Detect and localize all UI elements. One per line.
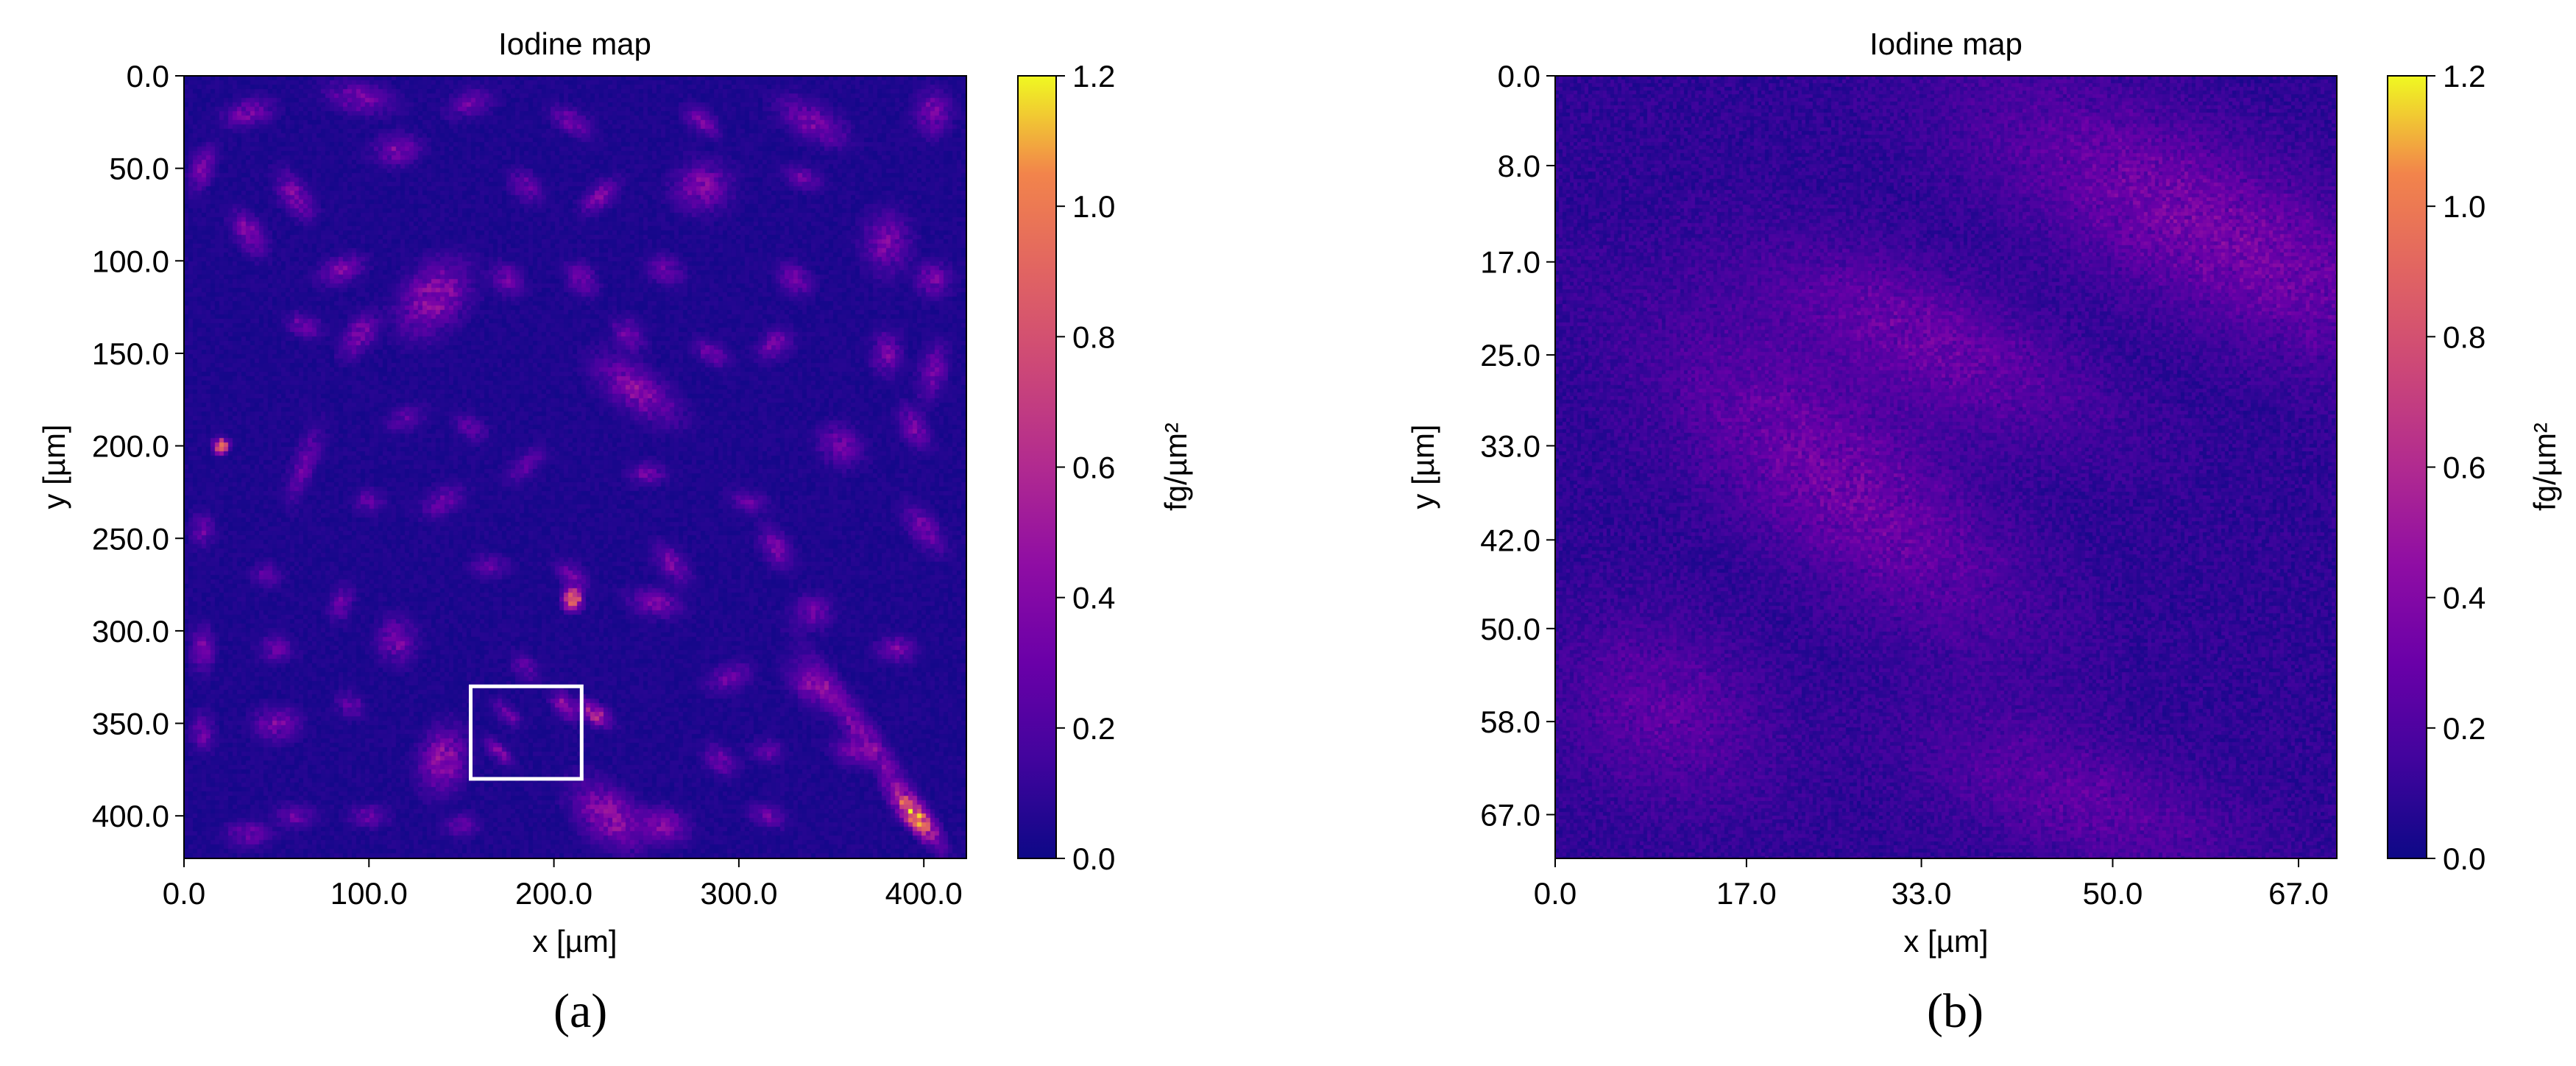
panel-b-x-tick-label: 0.0 xyxy=(1534,876,1577,911)
panel-b-colorbar-tick-label: 0.4 xyxy=(2443,581,2485,615)
panel-a-zoom-box xyxy=(469,684,584,781)
panel-b-y-tick-label: 58.0 xyxy=(1480,705,1540,739)
panel-b-heatmap-canvas-holder xyxy=(1555,76,2337,858)
panel-a-y-axis: 0.0 50.0 100.0 150.0 200.0 250.0 300.0 350.0 400… xyxy=(92,59,184,833)
panel-a-x-tick-label: 100.0 xyxy=(330,876,408,911)
panel-b-colorbar-tick-label: 0.8 xyxy=(2443,320,2485,354)
panel-b-x-tick-label: 17.0 xyxy=(1716,876,1777,911)
panel-b-y-tick-label: 0.0 xyxy=(1498,59,1540,93)
panel-a-y-tick-label: 350.0 xyxy=(92,707,169,741)
panel-b-colorbar-tick-label: 1.2 xyxy=(2443,59,2485,93)
panel-b-x-tick-label: 33.0 xyxy=(1892,876,1952,911)
panel-b-colorbar-label: fg/µm² xyxy=(2527,423,2562,511)
panel-a-x-tick-label: 400.0 xyxy=(885,876,963,911)
panel-a-colorbar-tick-label: 0.4 xyxy=(1072,581,1115,615)
panel-a-title: Iodine map xyxy=(498,27,651,61)
panel-a-colorbar-tick-label: 0.0 xyxy=(1072,841,1115,876)
panel-b-heatmap-image xyxy=(1555,76,2337,858)
panel-a-colorbar-tick-label: 0.6 xyxy=(1072,451,1115,485)
panel-a-y-tick-label: 50.0 xyxy=(109,152,169,186)
panel-b-y-tick-label: 50.0 xyxy=(1480,612,1540,646)
panel-a-x-tick-label: 200.0 xyxy=(515,876,592,911)
panel-b-title: Iodine map xyxy=(1869,27,2023,61)
panel-a-y-tick-label: 400.0 xyxy=(92,799,169,833)
panel-b-y-label: y [µm] xyxy=(1406,424,1440,509)
panel-b-x-label: x [µm] xyxy=(1903,924,1988,959)
panel-b-plot-frame xyxy=(1554,75,2338,859)
panel-a-x-axis: 0.0 100.0 200.0 300.0 400.0 xyxy=(163,858,963,911)
panel-a-colorbar: 0.0 0.2 0.4 0.6 0.8 1.0 1.2 fg/µm² xyxy=(1017,59,1193,876)
panel-a: Iodine map 0.0 100.0 200.0 300.0 400.0 0.0 50… xyxy=(37,27,1193,959)
panel-b-y-tick-label: 67.0 xyxy=(1480,798,1540,833)
panel-b-y-tick-label: 33.0 xyxy=(1480,429,1540,464)
panel-a-heatmap xyxy=(183,75,967,859)
panel-b-y-tick-label: 8.0 xyxy=(1498,149,1540,183)
panel-b-x-tick-label: 50.0 xyxy=(2083,876,2143,911)
panel-b-colorbar: 0.0 0.2 0.4 0.6 0.8 1.0 1.2 fg/µm² xyxy=(2387,59,2562,876)
panel-a-y-tick-label: 100.0 xyxy=(92,244,169,278)
panel-a-colorbar-tick-label: 1.0 xyxy=(1072,189,1115,224)
panel-a-x-tick-label: 300.0 xyxy=(700,876,777,911)
panel-a-y-tick-label: 200.0 xyxy=(92,429,169,464)
panel-b-colorbar-tick-label: 0.2 xyxy=(2443,711,2485,746)
panel-b-x-axis: 0.0 17.0 33.0 50.0 67.0 xyxy=(1534,858,2329,911)
panel-b-heatmap xyxy=(1554,75,2338,859)
panel-b-colorbar-tick-label: 1.0 xyxy=(2443,189,2485,224)
panel-a-y-tick-label: 250.0 xyxy=(92,521,169,556)
panel-a-x-tick-label: 0.0 xyxy=(163,876,205,911)
panel-b-colorbar-gradient xyxy=(2387,75,2427,859)
panel-a-y-tick-label: 0.0 xyxy=(127,59,169,93)
panel-a-colorbar-ticks: 0.0 0.2 0.4 0.6 0.8 1.0 1.2 xyxy=(1056,59,1115,876)
panel-a-label: (a) xyxy=(553,984,608,1038)
panel-b-y-tick-label: 42.0 xyxy=(1480,523,1540,557)
panel-b-y-tick-label: 17.0 xyxy=(1480,245,1540,280)
panel-a-colorbar-tick-label: 0.2 xyxy=(1072,711,1115,746)
panel-b-x-tick-label: 67.0 xyxy=(2268,876,2329,911)
panel-b-colorbar-tick-label: 0.6 xyxy=(2443,451,2485,485)
panel-b: Iodine map 0.0 17.0 33.0 50.0 67.0 0.0 8.0 17.… xyxy=(1406,27,2562,959)
panel-a-colorbar-label: fg/µm² xyxy=(1158,423,1193,511)
panel-a-x-label: x [µm] xyxy=(532,924,617,959)
panel-b-y-axis: 0.0 8.0 17.0 25.0 33.0 42.0 50.0 58.0 67.0 xyxy=(1480,59,1555,833)
panel-a-colorbar-gradient xyxy=(1017,75,1057,859)
panel-a-heatmap-image xyxy=(184,76,966,858)
panel-a-colorbar-tick-label: 0.8 xyxy=(1072,320,1115,354)
panel-a-y-tick-label: 150.0 xyxy=(92,336,169,371)
panel-b-y-tick-label: 25.0 xyxy=(1480,338,1540,373)
panel-a-colorbar-tick-label: 1.2 xyxy=(1072,59,1115,93)
panel-a-y-tick-label: 300.0 xyxy=(92,614,169,649)
panel-a-plot-frame xyxy=(183,75,967,859)
panel-b-colorbar-tick-label: 0.0 xyxy=(2443,841,2485,876)
panel-a-heatmap-canvas-holder xyxy=(184,76,966,858)
panel-b-colorbar-ticks: 0.0 0.2 0.4 0.6 0.8 1.0 1.2 xyxy=(2427,59,2485,876)
panel-a-y-label: y [µm] xyxy=(37,424,71,509)
panel-b-label: (b) xyxy=(1927,984,1984,1038)
